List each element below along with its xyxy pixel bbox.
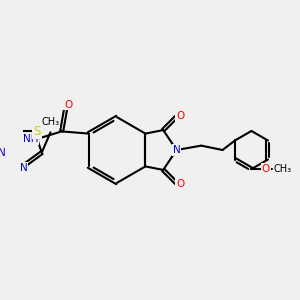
Text: NH: NH [23,134,38,144]
Text: N: N [0,148,6,158]
Text: O: O [176,111,184,121]
Text: CH₃: CH₃ [273,164,292,174]
Text: O: O [64,100,72,110]
Text: CH₃: CH₃ [41,117,59,127]
Text: N: N [173,145,181,155]
Text: O: O [176,179,184,189]
Text: S: S [33,125,41,138]
Text: N: N [20,163,28,173]
Text: O: O [262,164,270,174]
